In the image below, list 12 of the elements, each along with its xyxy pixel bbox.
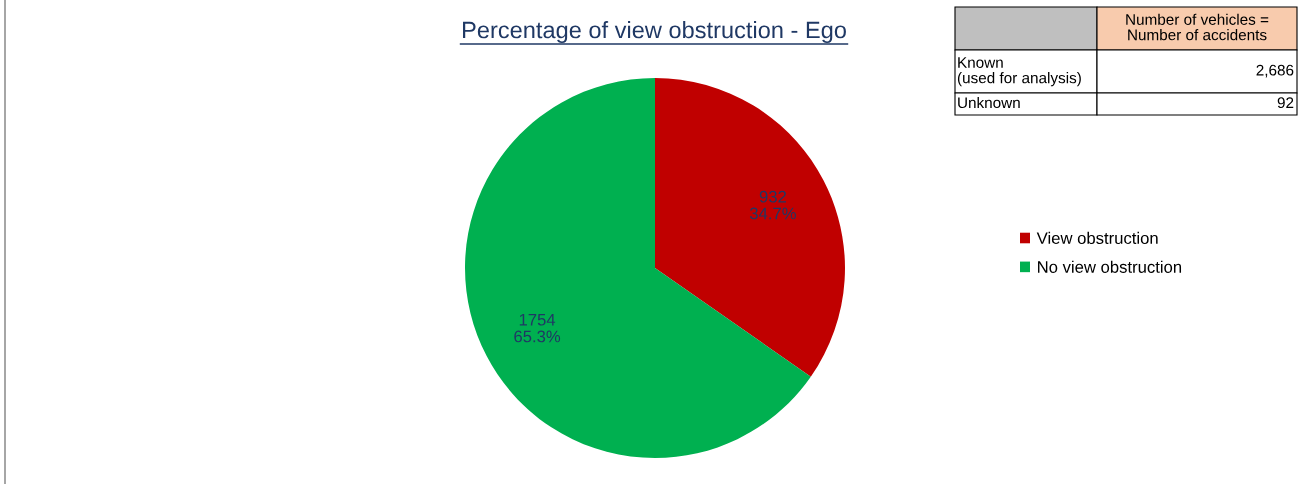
data-label: 932 34.7% (749, 190, 796, 220)
text: Unknown (958, 96, 1020, 109)
pie-slice (655, 78, 845, 377)
legend-label: No view obstruction (1038, 260, 1182, 273)
text: Number of vehicles = Number of accidents (1126, 13, 1269, 41)
text: 92 (1277, 97, 1294, 109)
text: Known (used for analysis) (957, 57, 1081, 87)
text: 2,686 (1256, 64, 1294, 78)
legend-label: View obstruction (1036, 231, 1158, 245)
chart-title: Percentage of view obstruction - Ego (463, 21, 846, 43)
pie-slice (465, 78, 811, 458)
data-label: 1754 65.3% (514, 313, 561, 343)
